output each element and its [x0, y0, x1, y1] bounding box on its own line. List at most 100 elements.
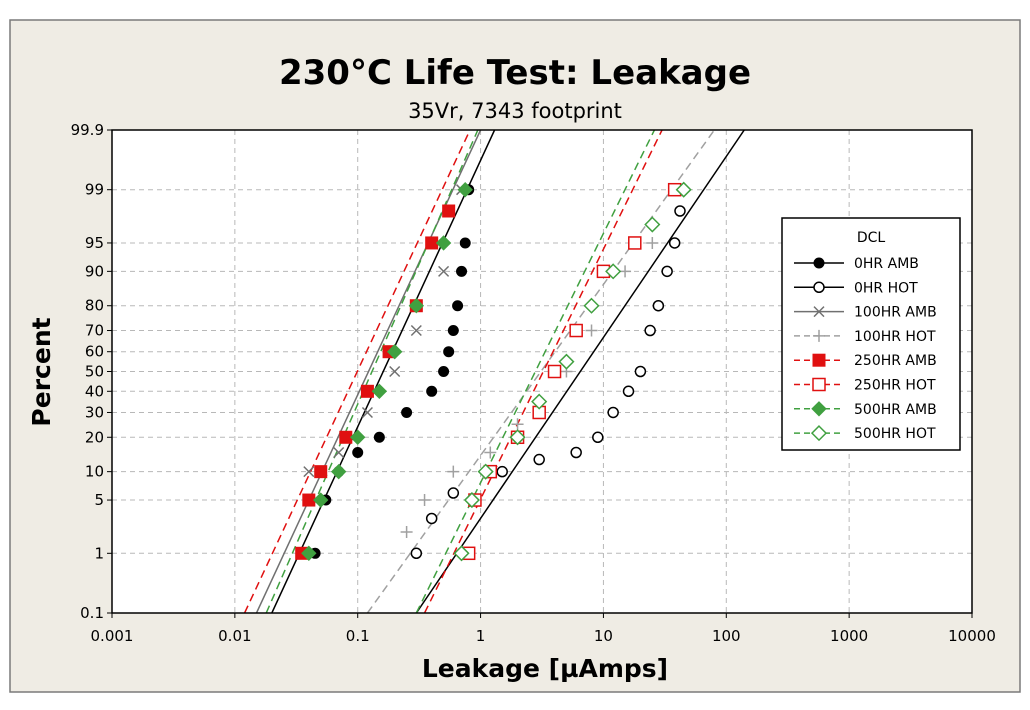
data-point — [652, 299, 665, 312]
y-tick-label: 20 — [85, 428, 104, 446]
data-point — [570, 446, 582, 459]
data-point — [634, 365, 647, 378]
data-point — [509, 429, 526, 446]
data-point — [463, 491, 480, 509]
data-point — [457, 181, 473, 198]
y-tick-label: 10 — [85, 463, 104, 481]
legend-label: 0HR AMB — [854, 256, 919, 272]
data-point — [371, 383, 388, 400]
chart-title: 230°C Life Test: Leakage — [279, 53, 751, 93]
legend-title: DCL — [857, 230, 886, 246]
data-point — [674, 205, 686, 217]
y-tick-label: 5 — [94, 491, 104, 509]
data-point — [592, 431, 604, 444]
fit-line-7 — [415, 130, 656, 613]
data-point — [605, 263, 622, 280]
data-point — [456, 265, 468, 277]
x-tick-label: 100 — [712, 627, 741, 645]
legend-marker — [812, 377, 826, 392]
y-tick-label: 0.1 — [80, 604, 104, 622]
data-point — [583, 297, 600, 314]
data-point — [389, 365, 401, 378]
data-point — [438, 366, 450, 377]
data-point — [533, 453, 545, 466]
data-point — [646, 236, 659, 249]
legend-marker — [813, 281, 825, 294]
data-point — [410, 547, 423, 560]
data-point — [425, 512, 438, 525]
x-tick-label: 1 — [476, 627, 486, 645]
fit-line-5 — [423, 130, 663, 613]
markers — [295, 181, 692, 562]
data-point — [418, 494, 431, 507]
data-point — [585, 324, 598, 337]
data-point — [401, 406, 413, 418]
data-point — [459, 237, 471, 249]
data-point — [452, 300, 464, 312]
y-tick-label: 80 — [85, 297, 104, 315]
y-tick-label: 95 — [85, 234, 104, 252]
legend-box — [781, 217, 961, 451]
y-tick-label: 40 — [85, 382, 104, 400]
data-point — [453, 545, 470, 562]
legend-marker — [811, 401, 827, 417]
legend-label: 100HR AMB — [854, 305, 937, 321]
y-tick-label: 90 — [85, 262, 104, 280]
chart-subtitle: 35Vr, 7343 footprint — [408, 99, 622, 123]
data-point — [607, 406, 619, 419]
data-point — [622, 385, 635, 398]
legend: DCL 0HR AMB 0HR HOT 100HR AMB 100HR HOT 250HR… — [781, 217, 961, 451]
data-point — [484, 446, 497, 459]
data-point — [442, 204, 456, 218]
data-point — [443, 346, 455, 358]
data-point — [435, 235, 452, 251]
x-tick-label: 0.1 — [346, 627, 370, 645]
y-tick-label: 60 — [85, 343, 104, 361]
x-tick-label: 0.01 — [218, 627, 251, 645]
data-point — [301, 545, 317, 562]
data-point — [333, 446, 345, 459]
legend-marker — [813, 306, 825, 318]
data-point — [400, 525, 413, 538]
legend-marker — [812, 353, 826, 367]
data-point — [675, 181, 692, 198]
y-axis-label: Percent — [27, 317, 56, 426]
fit-line-0 — [271, 130, 496, 613]
data-point — [373, 431, 385, 443]
data-point — [438, 265, 450, 277]
legend-marker — [813, 257, 825, 269]
legend-marker — [810, 425, 828, 442]
data-point — [644, 216, 661, 233]
legend-label: 250HR HOT — [854, 378, 936, 394]
fit-line-1 — [415, 130, 745, 613]
fit-line-3 — [366, 130, 715, 613]
x-tick-label: 10000 — [948, 627, 996, 645]
data-point — [447, 487, 460, 499]
y-tick-label: 99 — [85, 181, 104, 199]
x-tick-label: 0.001 — [91, 627, 134, 645]
legend-label: 100HR HOT — [854, 329, 936, 345]
y-tick-label: 50 — [85, 363, 104, 381]
legend-label: 0HR HOT — [854, 280, 918, 296]
data-point — [569, 323, 583, 338]
x-tick-label: 1000 — [830, 627, 868, 645]
data-point — [361, 406, 373, 419]
legend-label: 500HR HOT — [854, 426, 936, 442]
y-tick-label: 99.9 — [71, 121, 104, 139]
legend-marker — [813, 329, 825, 342]
legend-label: 250HR AMB — [854, 353, 937, 369]
data-point — [426, 385, 438, 397]
y-tick-label: 1 — [94, 544, 104, 562]
data-point — [511, 418, 524, 431]
data-point — [661, 265, 673, 278]
data-point — [628, 236, 642, 250]
data-point — [410, 324, 422, 337]
data-point — [352, 446, 364, 458]
data-point — [547, 364, 562, 379]
fit-line-6 — [265, 130, 479, 613]
x-axis-label: Leakage [µAmps] — [422, 654, 668, 683]
data-point — [477, 463, 494, 480]
data-point — [330, 463, 347, 480]
